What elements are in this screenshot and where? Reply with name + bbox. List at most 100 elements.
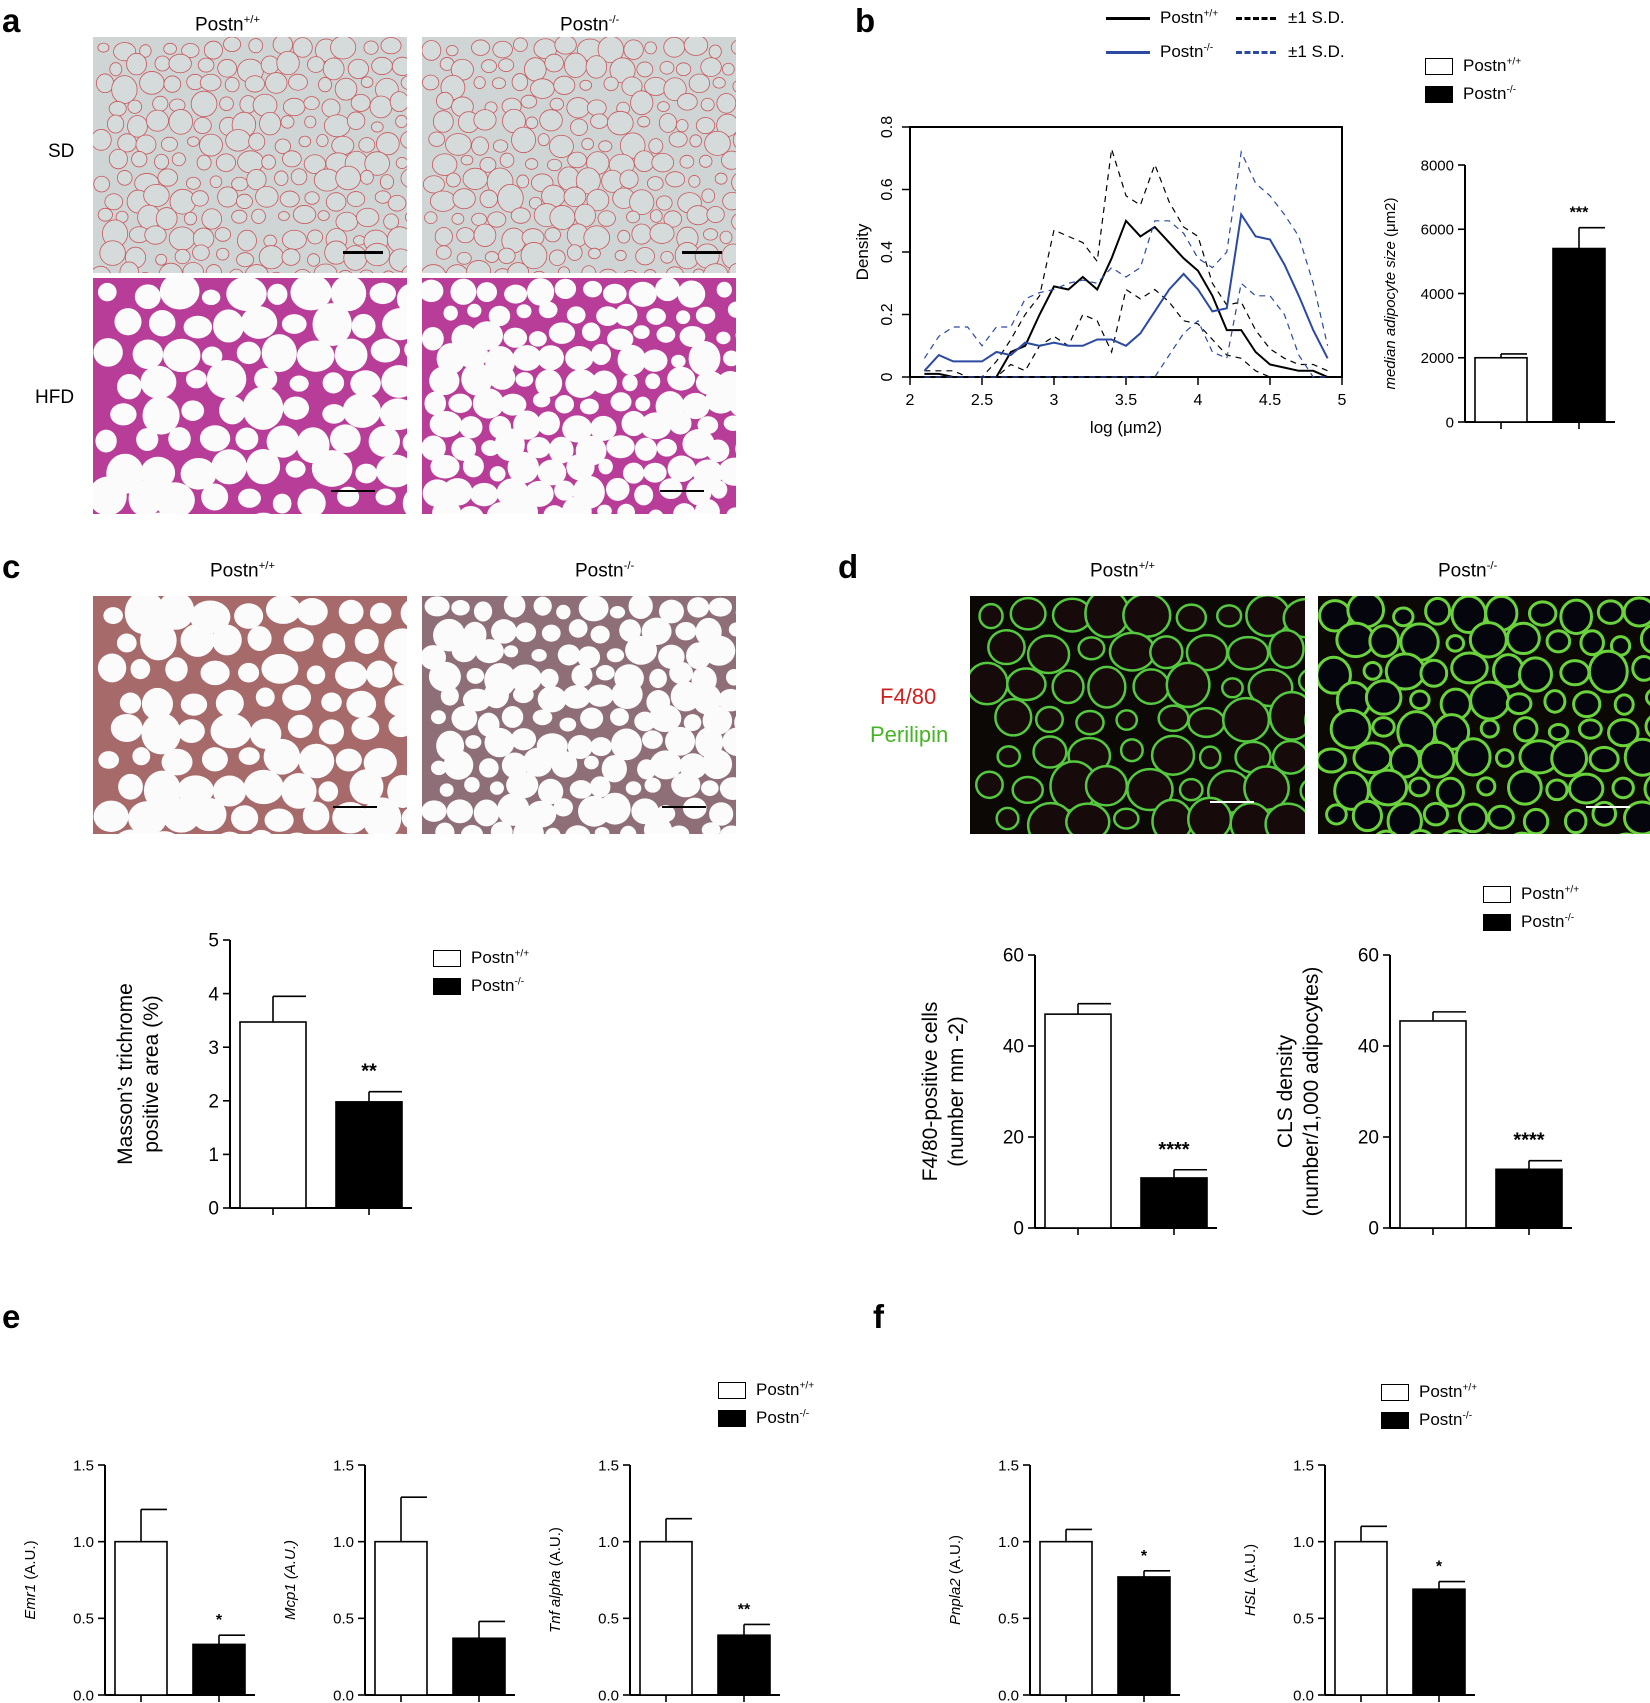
adipocyte-shape [520, 94, 538, 109]
adipocyte-shape [722, 192, 736, 211]
y-axis-label: Density [853, 223, 872, 280]
adipocyte-shape [1468, 621, 1508, 659]
adipocyte-shape [1487, 804, 1515, 830]
adipocyte-shape [623, 269, 637, 273]
adipocyte-shape [183, 315, 213, 339]
adipocyte-shape [247, 626, 272, 651]
adipocyte-shape [1588, 745, 1620, 773]
adipocyte-shape [670, 681, 701, 712]
adipocyte-shape [994, 697, 1033, 737]
adipocyte-shape [610, 392, 632, 412]
y-tick-label: 4 [208, 984, 219, 1005]
adipocyte-shape [1329, 708, 1372, 750]
adipocyte-shape [396, 284, 407, 314]
adipocyte-shape [1445, 634, 1466, 653]
adipocyte-shape [266, 425, 300, 458]
bar-ko [1495, 1168, 1563, 1229]
adipocyte-shape [335, 211, 359, 232]
adipocyte-shape [219, 96, 234, 111]
adipocyte-shape [473, 76, 486, 89]
adipocyte-shape [95, 73, 115, 94]
adipocyte-shape [428, 131, 446, 147]
adipocyte-shape [621, 410, 646, 437]
adipocyte-shape [332, 802, 369, 834]
adipocyte-shape [116, 633, 137, 653]
adipocyte-shape [606, 110, 634, 136]
adipocyte-shape [644, 41, 657, 55]
adipocyte-shape [1631, 655, 1650, 682]
adipocyte-shape [380, 37, 402, 55]
density-line-postn- [924, 218, 1328, 378]
adipocyte-shape [704, 130, 731, 156]
micrograph-hfd-ko [422, 278, 736, 514]
adipocyte-shape [701, 822, 721, 834]
adipocyte-shape [1507, 769, 1543, 806]
y-tick-label: 1.5 [1293, 1457, 1314, 1474]
adipocyte-shape [601, 755, 627, 783]
adipocyte-shape [111, 75, 138, 104]
adipocyte-shape [108, 101, 127, 117]
adipocyte-shape [1318, 747, 1347, 774]
adipocyte-shape [103, 607, 123, 625]
adipocyte-shape [657, 101, 670, 112]
adipocyte-shape [676, 310, 691, 325]
adipocyte-shape [185, 176, 201, 190]
adipocyte-shape [679, 154, 695, 169]
bar-wt [1399, 1020, 1467, 1229]
adipocyte-shape [157, 168, 178, 187]
bar-ko [717, 1634, 771, 1696]
adipocyte-shape [628, 596, 653, 620]
adipocyte-shape [338, 599, 364, 625]
adipocyte-shape [203, 40, 223, 60]
adipocyte-shape [311, 450, 353, 487]
adipocyte-shape [473, 223, 497, 247]
adipocyte-shape [282, 229, 307, 250]
adipocyte-shape [424, 211, 438, 225]
adipocyte-shape [280, 115, 295, 129]
adipocyte-shape [577, 646, 601, 669]
adipocyte-shape [187, 136, 200, 147]
adipocyte-shape [487, 211, 507, 228]
adipocyte-shape [130, 658, 151, 680]
adipocyte-shape [1545, 778, 1569, 802]
adipocyte-shape [155, 253, 168, 266]
adipocyte-shape [703, 228, 719, 241]
micrograph-if-wt [970, 596, 1305, 834]
significance-label: * [216, 1612, 223, 1629]
adipocyte-shape [677, 280, 706, 308]
adipocyte-shape [718, 457, 736, 486]
adipocyte-shape [567, 734, 593, 760]
adipocyte-shape [126, 52, 147, 76]
adipocyte-shape [510, 207, 531, 224]
adipocyte-shape [1545, 629, 1572, 654]
adipocyte-shape [274, 138, 291, 154]
adipocyte-shape [1579, 629, 1605, 657]
adipocyte-shape [258, 245, 284, 270]
y-tick-label: 0 [208, 1199, 219, 1220]
adipocyte-shape [460, 154, 474, 166]
adipocyte-shape [549, 134, 574, 158]
adipocyte-shape [296, 598, 328, 626]
adipocyte-shape [1151, 798, 1194, 834]
adipocyte-shape [630, 90, 654, 116]
adipocyte-shape [95, 429, 117, 453]
adipocyte-shape [139, 71, 165, 95]
adipocyte-shape [594, 826, 610, 834]
adipocyte-shape [216, 247, 230, 261]
adipocyte-shape [553, 798, 573, 817]
adipocyte-shape [199, 425, 231, 452]
adipocyte-shape [335, 165, 361, 191]
adipocyte-shape [695, 306, 716, 325]
adipocyte-shape [671, 354, 686, 368]
adipocyte-shape [708, 44, 722, 59]
adipocyte-shape [140, 620, 177, 661]
y-tick-label: 1.0 [998, 1534, 1019, 1551]
y-tick-label: 1.0 [1293, 1534, 1314, 1551]
adipocyte-shape [590, 625, 610, 644]
adipocyte-shape [346, 690, 377, 718]
adipocyte-shape [183, 211, 198, 226]
adipocyte-shape [422, 40, 442, 61]
adipocyte-shape [318, 719, 344, 745]
adipocyte-shape [589, 776, 611, 798]
adipocyte-shape [681, 392, 710, 420]
